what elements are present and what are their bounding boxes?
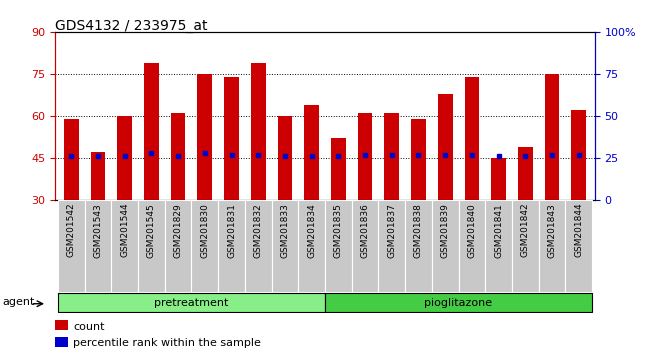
Bar (298, 200, 325, 292)
Bar (278, 116, 292, 200)
Bar (90, 152, 105, 200)
Text: pioglitazone: pioglitazone (424, 298, 493, 308)
Bar (358, 113, 372, 200)
Bar (325, 293, 592, 312)
Text: GSM201839: GSM201839 (441, 203, 450, 258)
Bar (545, 74, 560, 200)
Text: GSM201832: GSM201832 (254, 203, 263, 257)
Bar (55, 320, 68, 330)
Bar (111, 200, 138, 292)
Bar (171, 113, 185, 200)
Text: GSM201842: GSM201842 (521, 203, 530, 257)
Text: count: count (73, 322, 105, 332)
Text: agent: agent (3, 297, 35, 307)
Bar (378, 200, 405, 292)
Bar (192, 200, 218, 292)
Text: GSM201834: GSM201834 (307, 203, 316, 257)
Text: percentile rank within the sample: percentile rank within the sample (73, 338, 261, 348)
Text: GSM201830: GSM201830 (200, 203, 209, 258)
Text: GSM201831: GSM201831 (227, 203, 236, 258)
Text: GSM201843: GSM201843 (547, 203, 556, 257)
Bar (245, 200, 272, 292)
Bar (411, 119, 426, 200)
Bar (571, 110, 586, 200)
Text: GSM201838: GSM201838 (414, 203, 423, 258)
Bar (539, 200, 566, 292)
Text: GSM201542: GSM201542 (67, 203, 76, 257)
Bar (325, 200, 352, 292)
Bar (198, 74, 212, 200)
Text: GSM201841: GSM201841 (494, 203, 503, 257)
Text: GSM201840: GSM201840 (467, 203, 476, 257)
Text: GSM201836: GSM201836 (361, 203, 370, 258)
Text: GSM201837: GSM201837 (387, 203, 396, 258)
Bar (438, 93, 452, 200)
Bar (224, 77, 239, 200)
Bar (352, 200, 378, 292)
Bar (64, 119, 79, 200)
Bar (331, 138, 346, 200)
Bar (465, 77, 479, 200)
Text: GSM201835: GSM201835 (334, 203, 343, 258)
Bar (491, 158, 506, 200)
Bar (272, 200, 298, 292)
Text: GSM201543: GSM201543 (94, 203, 103, 257)
Text: GSM201833: GSM201833 (280, 203, 289, 258)
Bar (218, 200, 245, 292)
Bar (58, 293, 325, 312)
Bar (138, 200, 164, 292)
Bar (164, 200, 192, 292)
Bar (84, 200, 111, 292)
Bar (384, 113, 399, 200)
Text: pretreatment: pretreatment (154, 298, 229, 308)
Bar (55, 337, 68, 347)
Bar (251, 63, 266, 200)
Bar (566, 200, 592, 292)
Bar (432, 200, 458, 292)
Bar (512, 200, 539, 292)
Text: GSM201545: GSM201545 (147, 203, 156, 257)
Text: GSM201844: GSM201844 (574, 203, 583, 257)
Bar (118, 116, 132, 200)
Bar (518, 147, 532, 200)
Text: GSM201829: GSM201829 (174, 203, 183, 257)
Bar (144, 63, 159, 200)
Bar (458, 200, 486, 292)
Bar (405, 200, 432, 292)
Bar (58, 200, 84, 292)
Bar (304, 105, 319, 200)
Text: GSM201544: GSM201544 (120, 203, 129, 257)
Bar (486, 200, 512, 292)
Text: GDS4132 / 233975_at: GDS4132 / 233975_at (55, 19, 208, 34)
